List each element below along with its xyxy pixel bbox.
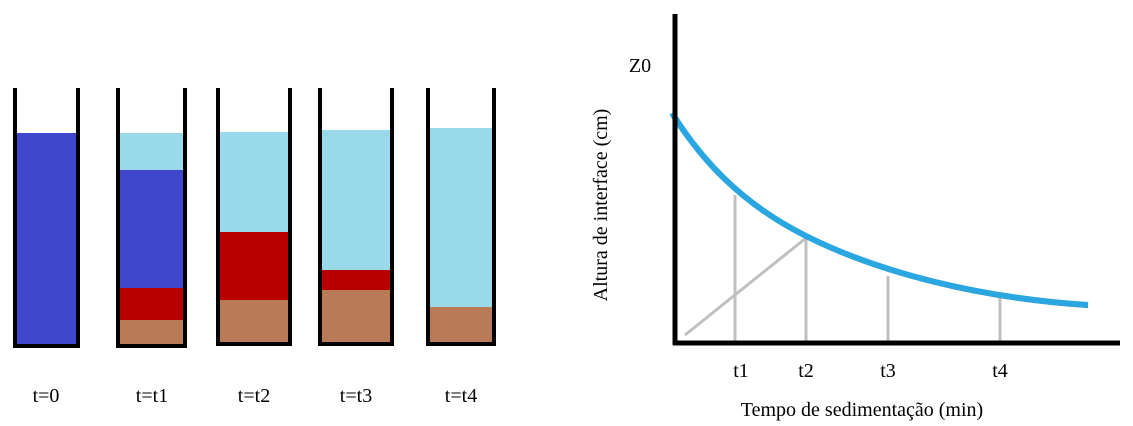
cylinder-walls — [13, 88, 496, 348]
cylinder-label: t=t1 — [136, 385, 168, 407]
cylinder-contents — [17, 128, 492, 345]
tick-label: t1 — [733, 360, 749, 382]
cylinder-label: t=t3 — [340, 385, 372, 407]
tick-label: t3 — [880, 360, 896, 382]
x-axis-label: Tempo de sedimentação (min) — [741, 399, 983, 421]
y-axis-label: Altura de interface (cm) — [590, 109, 612, 302]
guide-lines — [684, 195, 1002, 343]
cylinder-label: t=t2 — [238, 385, 270, 407]
axes — [672, 14, 1120, 346]
cylinder-labels: t=0 t=t1 t=t2 t=t3 t=t4 — [33, 385, 478, 407]
cylinder-label: t=t4 — [445, 385, 477, 407]
cylinder-label: t=0 — [33, 385, 60, 407]
tick-label: t4 — [992, 360, 1008, 382]
settling-curve — [669, 111, 1089, 308]
z0-label: Z0 — [629, 55, 651, 77]
tick-label: t2 — [798, 360, 814, 382]
